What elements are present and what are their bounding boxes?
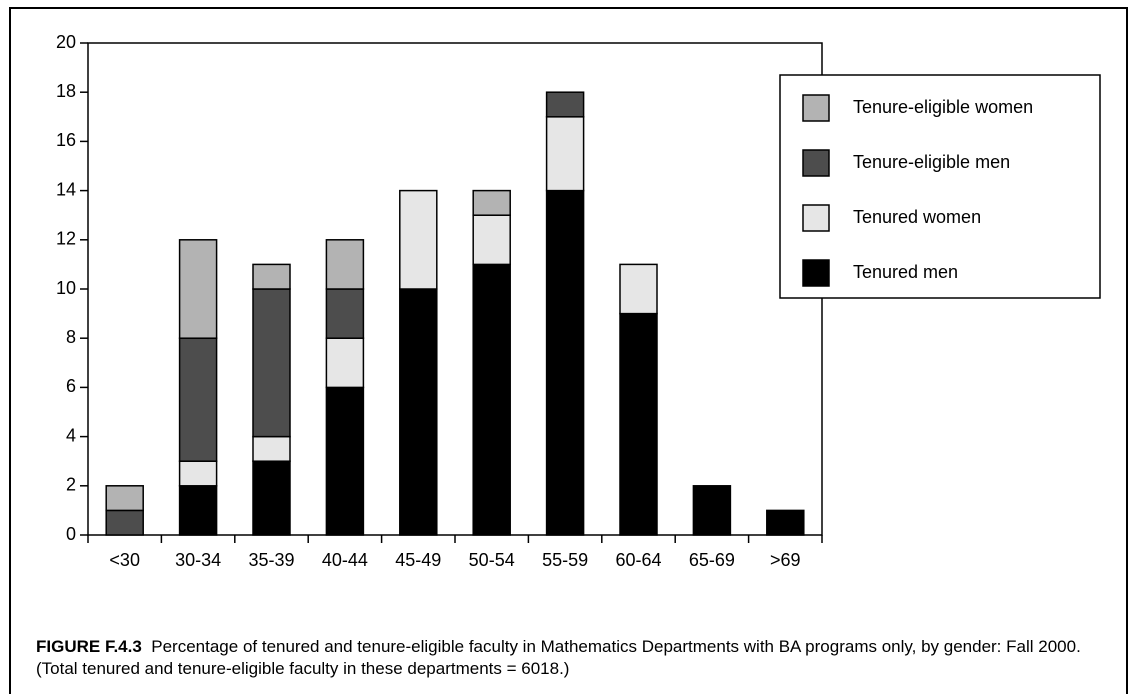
outer-border — [9, 7, 1128, 694]
x-tick-label: >69 — [770, 550, 801, 570]
legend-box — [779, 74, 1101, 299]
bar-segment — [252, 288, 291, 438]
bar-segment — [252, 460, 291, 536]
bar-segment — [766, 509, 805, 536]
x-tick-label: 60-64 — [615, 550, 661, 570]
x-tick-label: 50-54 — [469, 550, 515, 570]
legend-label: Tenure-eligible men — [853, 152, 1010, 172]
bar-segment — [178, 337, 218, 462]
y-tick-label: 10 — [56, 278, 76, 298]
bar-segment — [399, 189, 438, 290]
y-tick-label: 2 — [66, 475, 76, 495]
bar-segment — [545, 91, 585, 118]
y-tick-label: 4 — [66, 425, 76, 445]
bar-segment — [399, 288, 438, 536]
y-tick-label: 20 — [56, 32, 76, 52]
x-tick-label: 55-59 — [542, 550, 588, 570]
bar-segment — [472, 214, 511, 266]
bar-segment — [545, 189, 585, 536]
bar-segment — [105, 509, 144, 536]
bar-segment — [178, 460, 218, 487]
bar-segment — [178, 239, 218, 339]
bar-segment — [619, 263, 658, 315]
bar-segment — [545, 116, 585, 192]
x-tick-label: <30 — [109, 550, 140, 570]
legend-label: Tenure-eligible women — [853, 97, 1033, 117]
legend-swatch — [802, 259, 830, 287]
x-tick-label: 30-34 — [175, 550, 221, 570]
y-tick-label: 0 — [66, 524, 76, 544]
y-tick-label: 8 — [66, 327, 76, 347]
bar-segment — [105, 485, 144, 512]
caption-text: Percentage of tenured and tenure-eligibl… — [36, 637, 1081, 678]
bar-segment — [325, 337, 365, 389]
bar-segment — [178, 485, 218, 536]
y-tick-label: 16 — [56, 130, 76, 150]
x-tick-label: 65-69 — [689, 550, 735, 570]
legend-label: Tenured men — [853, 262, 958, 282]
legend-swatch — [802, 94, 830, 122]
y-tick-label: 12 — [56, 229, 76, 249]
caption-label: FIGURE F.4.3 — [36, 637, 142, 656]
bar-segment — [325, 386, 365, 536]
bar-segment — [472, 263, 511, 536]
x-tick-label: 45-49 — [395, 550, 441, 570]
legend-swatch — [802, 149, 830, 177]
bar-segment — [619, 312, 658, 536]
caption: FIGURE F.4.3 Percentage of tenured and t… — [36, 636, 1096, 680]
y-tick-label: 14 — [56, 179, 76, 199]
bar-segment — [472, 189, 511, 216]
bar-segment — [252, 435, 291, 462]
y-tick-label: 18 — [56, 81, 76, 101]
legend-label: Tenured women — [853, 207, 981, 227]
x-tick-label: 40-44 — [322, 550, 368, 570]
legend-swatch — [802, 204, 830, 232]
bar-segment — [252, 263, 291, 290]
x-tick-label: 35-39 — [248, 550, 294, 570]
y-tick-label: 6 — [66, 376, 76, 396]
bar-segment — [325, 239, 365, 290]
bar-segment — [692, 485, 732, 536]
bar-segment — [325, 288, 365, 339]
